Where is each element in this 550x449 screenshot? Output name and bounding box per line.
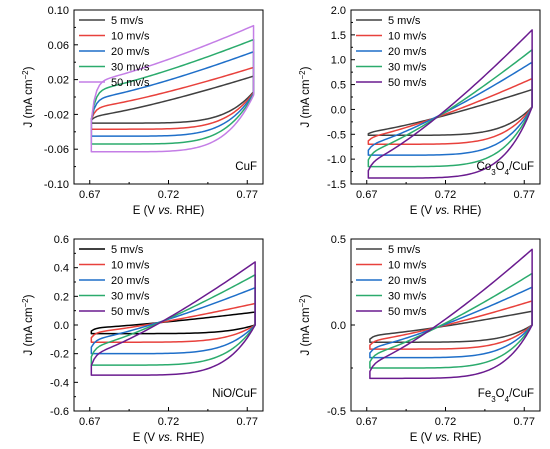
legend: 5 mv/s 10 mv/s 20 mv/s 30 mv/s 50 mv/s [356, 244, 427, 318]
legend-label: 30 mv/s [388, 291, 427, 303]
y-tick-label: 1.0 [331, 55, 346, 67]
y-axis-label: J (mA cm−2) [21, 66, 36, 127]
x-tick-label: 0.77 [237, 189, 258, 201]
series-line-50-mv-s [90, 24, 255, 153]
x-axis-label: E (V vs. RHE) [133, 432, 205, 444]
panel-annotation: NiO/CuF [212, 388, 257, 400]
y-tick-label: 0.5 [331, 234, 346, 246]
x-tick-label: 0.72 [158, 416, 179, 428]
x-tick-label: 0.77 [514, 416, 535, 428]
legend-label: 20 mv/s [388, 46, 427, 58]
x-tick-label: 0.77 [514, 189, 535, 201]
y-tick-label: -0.06 [44, 144, 69, 156]
y-axis-label: J (mA cm−2) [21, 294, 36, 355]
x-tick-label: 0.67 [356, 189, 377, 201]
x-tick-label: 0.77 [237, 416, 258, 428]
x-tick-label: 0.67 [79, 189, 100, 201]
y-tick-label: -0.2 [50, 349, 69, 361]
panel-annotation: CuF [235, 161, 257, 173]
legend-label: 10 mv/s [111, 31, 150, 43]
y-tick-label: -0.5 [327, 129, 346, 141]
cv-curves [367, 29, 533, 179]
y-tick-label: 0.2 [54, 291, 69, 303]
legend-label: 20 mv/s [111, 275, 150, 287]
x-tick-label: 0.72 [435, 416, 456, 428]
legend-label: 5 mv/s [388, 15, 421, 27]
cv-curves [369, 248, 533, 380]
x-tick-label: 0.72 [158, 189, 179, 201]
y-tick-label: 0.0 [331, 104, 346, 116]
series-line-50-mv-s [90, 261, 256, 376]
y-tick-label: -0.02 [44, 109, 69, 121]
y-axis-label: J (mA cm−2) [298, 294, 313, 355]
cv-curves [90, 261, 256, 376]
legend-label: 30 mv/s [111, 62, 150, 74]
cv-curves [90, 24, 255, 153]
x-axis-label: E (V vs. RHE) [410, 205, 482, 217]
y-tick-label: -1.5 [327, 179, 346, 191]
legend: 5 mv/s 10 mv/s 20 mv/s 30 mv/s 50 mv/s [356, 15, 427, 89]
y-axis-label: J (mA cm−2) [298, 66, 313, 127]
legend-label: 20 mv/s [111, 46, 150, 58]
y-tick-label: 0.0 [54, 320, 69, 332]
legend-label: 50 mv/s [111, 77, 150, 89]
x-tick-label: 0.67 [356, 416, 377, 428]
panel-annotation: Co3O4/CuF [477, 161, 534, 177]
y-tick-label: -0.6 [50, 406, 69, 418]
legend-label: 10 mv/s [111, 260, 150, 272]
x-tick-label: 0.72 [435, 189, 456, 201]
x-axis-label: E (V vs. RHE) [133, 205, 205, 217]
series-line-50-mv-s [367, 29, 533, 179]
y-tick-label: -0.10 [44, 179, 69, 191]
panel-cuf: 0.67 0.72 0.77 -0.10 -0.06 -0.02 0.02 0.06 0.10 E… [21, 5, 264, 217]
legend: 5 mv/s 10 mv/s 20 mv/s 30 mv/s 50 mv/s [79, 244, 150, 318]
legend-label: 50 mv/s [388, 77, 427, 89]
y-tick-label: 0.0 [331, 320, 346, 332]
panel-fe3o4: 0.67 0.72 0.77 -0.5 0.0 0.5 E (V vs. RHE) J (mA… [298, 234, 541, 444]
y-tick-label: -0.5 [327, 406, 346, 418]
legend-label: 5 mv/s [111, 244, 144, 256]
y-tick-label: 0.10 [48, 5, 69, 17]
legend-label: 20 mv/s [388, 275, 427, 287]
series-line-50-mv-s [369, 248, 533, 380]
legend-label: 5 mv/s [388, 244, 421, 256]
legend-label: 50 mv/s [111, 306, 150, 318]
y-tick-label: -1.0 [327, 154, 346, 166]
legend-label: 5 mv/s [111, 15, 144, 27]
y-tick-label: 0.5 [331, 80, 346, 92]
y-tick-label: -0.4 [50, 377, 69, 389]
y-tick-label: 2.0 [331, 5, 346, 17]
y-tick-label: 0.6 [54, 234, 69, 246]
legend-label: 30 mv/s [111, 291, 150, 303]
series-line-30-mv-s [369, 272, 533, 369]
y-tick-label: 0.4 [54, 263, 69, 275]
legend-label: 50 mv/s [388, 306, 427, 318]
panel-co3o4: 0.67 0.72 0.77 -1.5 -1.0 -0.5 0.0 0.5 1.0 1.5 2.0 E… [298, 5, 541, 217]
legend-label: 10 mv/s [388, 260, 427, 272]
y-tick-label: 1.5 [331, 30, 346, 42]
legend-label: 10 mv/s [388, 31, 427, 43]
panel-annotation: Fe3O4/CuF [478, 388, 534, 404]
y-tick-label: 0.02 [48, 75, 69, 87]
y-tick-label: 0.06 [48, 40, 69, 52]
x-axis-label: E (V vs. RHE) [410, 432, 482, 444]
legend-label: 30 mv/s [388, 62, 427, 74]
legend: 5 mv/s 10 mv/s 20 mv/s 30 mv/s 50 mv/s [79, 15, 150, 89]
panel-nio: 0.67 0.72 0.77 -0.6 -0.4 -0.2 0.0 0.2 0.4 0.6 E (V… [21, 234, 264, 444]
x-tick-label: 0.67 [79, 416, 100, 428]
